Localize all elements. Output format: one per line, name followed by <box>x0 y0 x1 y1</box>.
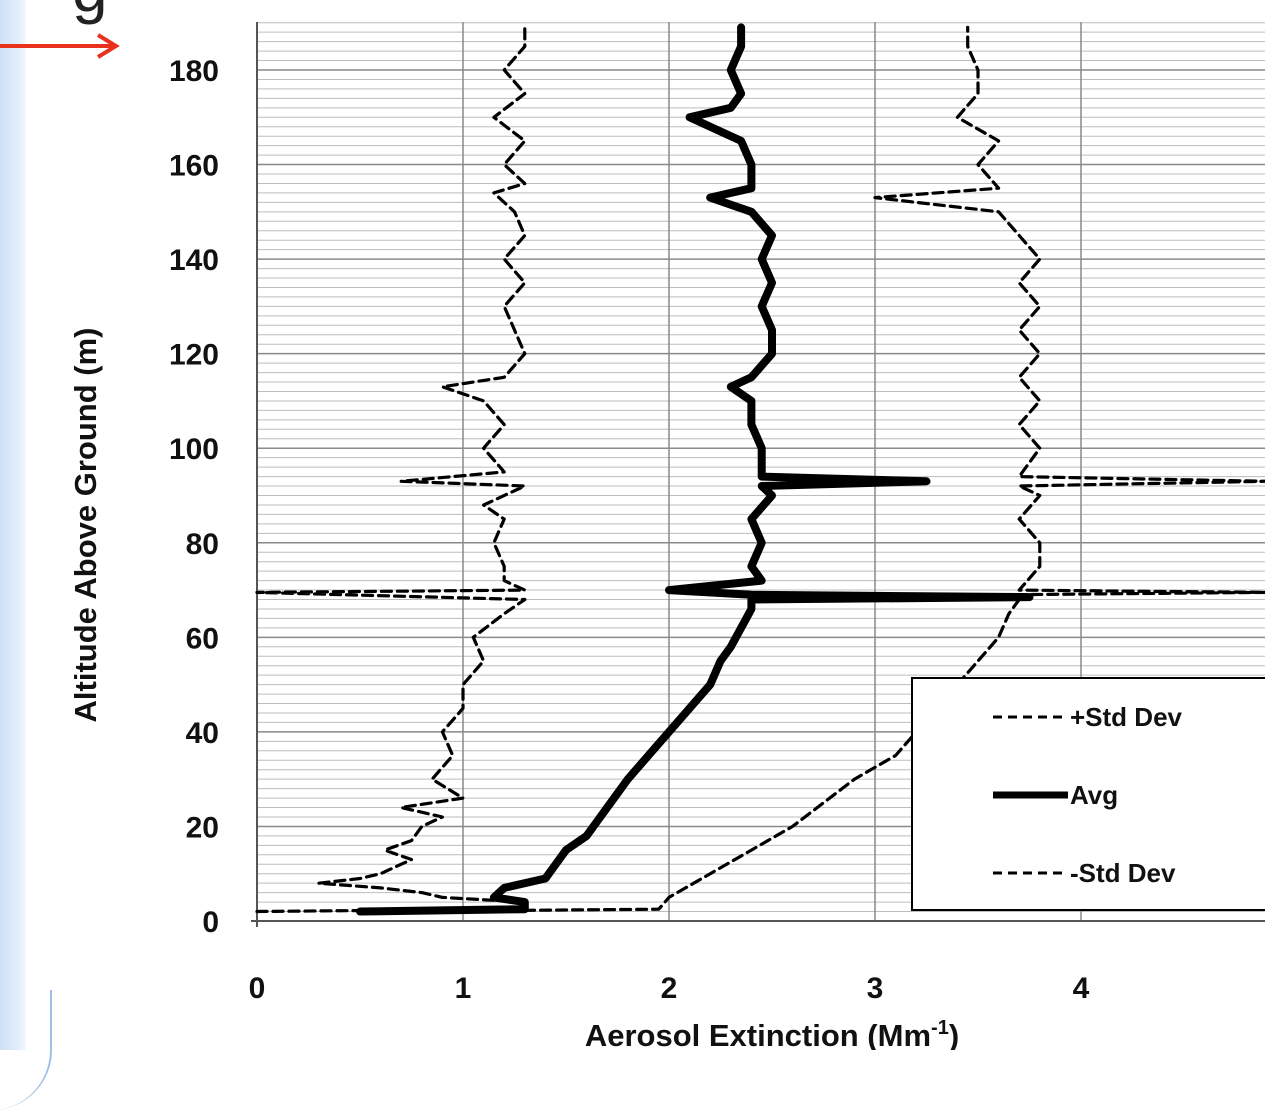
legend-label-avg: Avg <box>1070 780 1118 810</box>
y-tick-label: 80 <box>186 528 219 561</box>
y-axis-tick-labels: 0 20 40 60 80 100 120 140 160 180 <box>169 55 219 939</box>
y-tick-label: 160 <box>169 150 219 183</box>
x-tick-label: 0 <box>249 972 266 1005</box>
y-tick-label: 100 <box>169 433 219 466</box>
slide-title-fragment: g <box>72 0 108 26</box>
y-tick-label: 60 <box>186 622 219 655</box>
legend: +Std Dev Avg -Std Dev <box>911 677 1265 911</box>
y-axis-title: Altitude Above Ground (m) <box>68 328 103 723</box>
series-std-dev-line <box>379 25 1265 914</box>
x-axis-title-main: Aerosol Extinction (Mm <box>585 1018 931 1050</box>
pointer-arrow-icon <box>0 33 120 59</box>
y-tick-label: 40 <box>186 717 219 750</box>
y-tick-label: 180 <box>169 55 219 88</box>
x-axis-title-superscript: -1 <box>931 1017 949 1039</box>
legend-box <box>911 677 1265 911</box>
x-tick-label: 1 <box>455 972 472 1005</box>
y-tick-label: 0 <box>202 906 219 939</box>
x-tick-label: 3 <box>867 972 884 1005</box>
x-axis-title-suffix: ) <box>949 1018 959 1050</box>
series-std-dev-line <box>255 25 527 914</box>
data-series <box>255 23 1265 916</box>
series-avg-line <box>356 23 1034 916</box>
legend-label-plus-std: +Std Dev <box>1070 702 1183 732</box>
y-tick-label: 20 <box>186 811 219 844</box>
slide-background-edge <box>0 0 26 1050</box>
aerosol-extinction-chart: 0 1 2 3 4 0 20 40 60 80 100 120 140 160 180 Altitude … <box>68 22 1265 1050</box>
x-axis-title: Aerosol Extinction (Mm-1) <box>585 1017 959 1050</box>
y-tick-label: 120 <box>169 339 219 372</box>
major-gridlines <box>251 22 1265 927</box>
x-tick-label: 2 <box>661 972 678 1005</box>
legend-label-minus-std: -Std Dev <box>1070 858 1176 888</box>
y-tick-label: 140 <box>169 244 219 277</box>
x-axis-tick-labels: 0 1 2 3 4 <box>249 972 1090 1005</box>
x-tick-label: 4 <box>1073 972 1090 1005</box>
